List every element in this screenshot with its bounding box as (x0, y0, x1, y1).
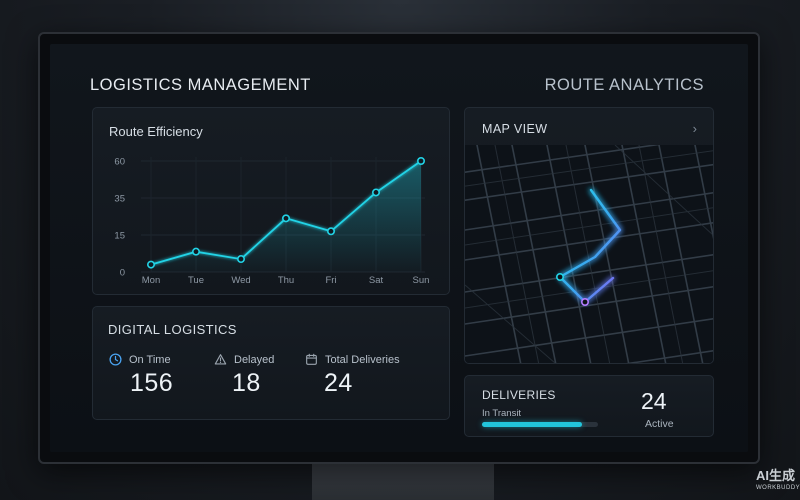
watermark-sub: WORKBUDDY (756, 485, 800, 491)
stat-label: On Time (129, 353, 171, 366)
chart-data-point (371, 188, 380, 197)
in-transit-progress-bar (482, 422, 598, 427)
y-tick-label: 60 (114, 157, 125, 168)
map-view-panel: MAP VIEW › (464, 107, 714, 364)
stat-label: Total Deliveries (325, 353, 400, 366)
route-efficiency-chart: 60 35 15 0 Mon Tue Wed Thu Fri Sat Sun (114, 156, 430, 287)
stat-value: 24 (324, 369, 353, 397)
active-count: 24 (641, 388, 667, 414)
route-efficiency-title: Route Efficiency (109, 124, 203, 139)
clock-icon (109, 353, 122, 366)
chart-data-point (192, 247, 201, 256)
route-efficiency-panel: Route Efficiency 60 35 15 0 Mon Tue Wed Thu Fri… (92, 107, 450, 295)
chart-area-fill (151, 161, 421, 272)
y-tick-label: 15 (114, 231, 125, 242)
x-tick-label: Mon (142, 275, 160, 286)
monitor-stand (312, 462, 494, 500)
chevron-right-icon[interactable]: › (692, 121, 697, 136)
stat-label: Delayed (234, 353, 275, 366)
y-tick-label: 35 (114, 194, 125, 205)
x-tick-label: Fri (325, 275, 336, 286)
chart-data-point (237, 255, 246, 264)
watermark-logo: AI生成 WORKBUDDY (756, 468, 800, 494)
route-end-point (581, 298, 590, 307)
map-canvas[interactable] (465, 145, 713, 363)
x-tick-label: Sat (369, 275, 384, 286)
warning-icon (214, 354, 227, 365)
chart-data-point (327, 227, 336, 236)
digital-logistics-title: DIGITAL LOGISTICS (108, 322, 237, 337)
active-label: Active (645, 418, 674, 430)
deliveries-title: DELIVERIES (482, 388, 556, 402)
stat-on-time: On Time 156 (109, 353, 173, 398)
stat-total-deliveries: Total Deliveries 24 (305, 353, 400, 398)
dashboard-screen: LOGISTICS MANAGEMENT ROUTE ANALYTICS Rou… (50, 44, 748, 452)
watermark-main: AI生成 (756, 468, 796, 483)
stat-value: 156 (130, 369, 174, 397)
deliveries-panel: DELIVERIES In Transit 24 Active (464, 375, 714, 437)
chart-data-point (282, 214, 291, 223)
x-tick-label: Thu (278, 275, 294, 286)
calendar-icon (306, 353, 317, 365)
monitor-frame: LOGISTICS MANAGEMENT ROUTE ANALYTICS Rou… (38, 32, 760, 464)
x-tick-label: Sun (413, 275, 430, 286)
page-title: LOGISTICS MANAGEMENT (90, 76, 311, 94)
stat-delayed: Delayed 18 (214, 353, 274, 398)
x-tick-label: Wed (231, 275, 250, 286)
digital-logistics-panel: DIGITAL LOGISTICS On Time 156 (92, 306, 450, 420)
map-view-title: MAP VIEW (482, 122, 548, 136)
y-tick-label: 0 (120, 268, 125, 279)
in-transit-progress-fill (482, 422, 582, 427)
delivery-route-line (558, 188, 622, 304)
route-map[interactable] (465, 145, 713, 363)
section-title: ROUTE ANALYTICS (544, 76, 704, 94)
chart-data-point (416, 156, 425, 165)
stat-value: 18 (232, 369, 261, 397)
route-start-point (556, 273, 565, 282)
x-tick-label: Tue (188, 275, 204, 286)
in-transit-label: In Transit (482, 408, 522, 419)
chart-data-point (146, 260, 155, 269)
